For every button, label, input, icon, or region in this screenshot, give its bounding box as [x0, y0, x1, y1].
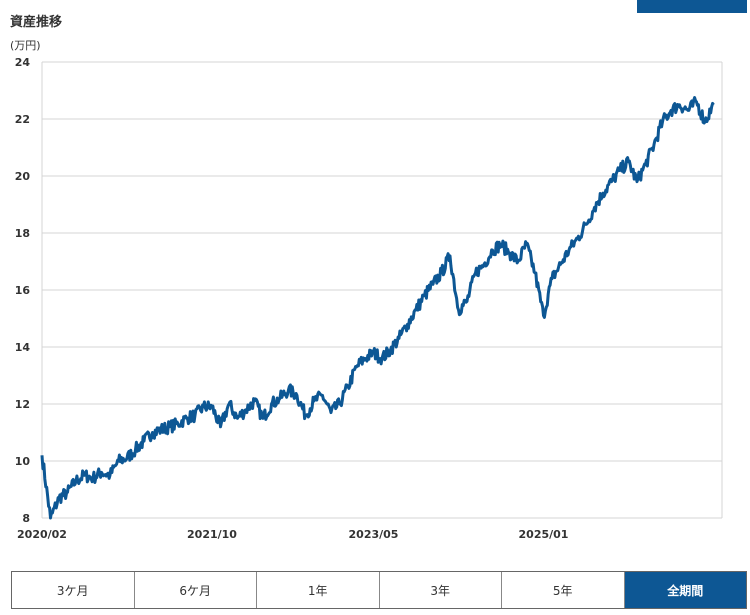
- x-tick-labels: 2020/02 2021/10 2023/05 2025/01: [17, 528, 568, 541]
- series-line: [40, 96, 715, 520]
- grid-lines: [41, 61, 723, 519]
- period-button-3y[interactable]: 3年: [379, 572, 502, 608]
- y-tick-label: 20: [15, 170, 31, 183]
- period-selector: 3ケ月 6ケ月 1年 3年 5年 全期間: [11, 571, 747, 609]
- y-tick-label: 24: [15, 56, 31, 69]
- period-button-3m[interactable]: 3ケ月: [12, 572, 135, 608]
- y-tick-label: 22: [15, 113, 30, 126]
- y-axis-unit: (万円): [10, 39, 41, 52]
- y-tick-label: 8: [22, 512, 30, 525]
- chart-title: 資産推移: [10, 15, 63, 30]
- y-tick-labels: 8 10 12 14 16 18 20 22 24: [15, 56, 31, 525]
- x-tick-label: 2023/05: [349, 528, 399, 541]
- period-label: 5年: [552, 583, 573, 598]
- period-button-1y[interactable]: 1年: [257, 572, 380, 608]
- y-tick-label: 12: [15, 398, 30, 411]
- period-label: 3年: [430, 583, 451, 598]
- period-label: 6ケ月: [179, 583, 212, 598]
- x-tick-label: 2025/01: [519, 528, 569, 541]
- y-tick-label: 16: [15, 284, 31, 297]
- period-button-6m[interactable]: 6ケ月: [134, 572, 257, 608]
- y-tick-label: 14: [15, 341, 31, 354]
- corner-tab[interactable]: [637, 0, 747, 13]
- x-tick-label: 2021/10: [187, 528, 237, 541]
- series-layer: [40, 96, 715, 520]
- period-button-all[interactable]: 全期間: [624, 572, 746, 608]
- y-tick-label: 10: [15, 455, 31, 468]
- y-tick-label: 18: [15, 227, 30, 240]
- period-label: 1年: [307, 583, 328, 598]
- period-label: 全期間: [667, 583, 704, 598]
- x-tick-label: 2020/02: [17, 528, 67, 541]
- period-button-5y[interactable]: 5年: [502, 572, 625, 608]
- period-label: 3ケ月: [56, 583, 89, 598]
